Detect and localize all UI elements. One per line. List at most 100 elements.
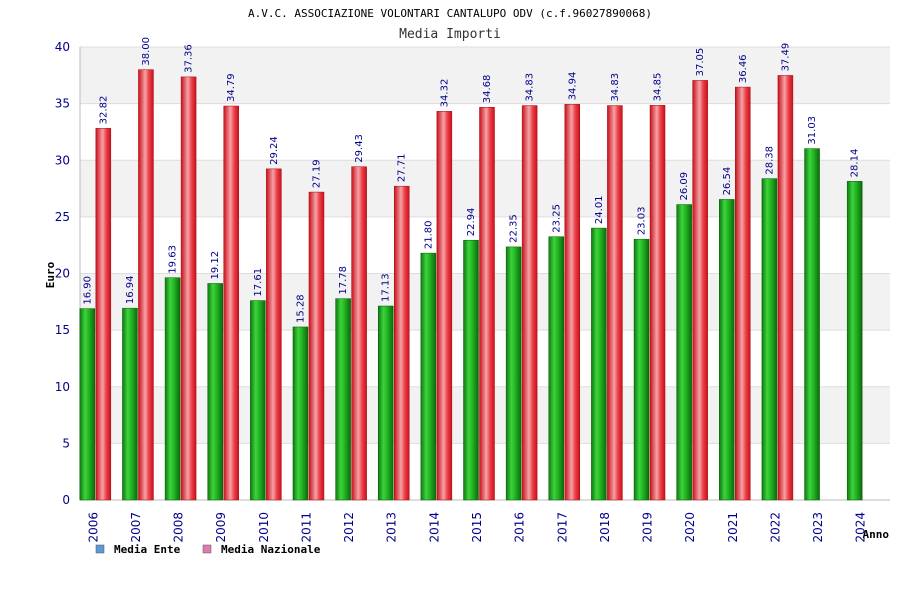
y-axis-label: Euro — [44, 261, 57, 288]
x-tick-label: 2017 — [555, 512, 569, 543]
y-tick-label: 40 — [55, 40, 70, 54]
value-label: 28.14 — [850, 149, 861, 178]
value-label: 27.19 — [311, 159, 322, 188]
bar-media-ente-2014 — [420, 252, 437, 501]
value-label: 34.68 — [482, 75, 493, 104]
bar-media-ente-2007 — [122, 307, 138, 501]
bar-media-nazionale-2010 — [266, 168, 282, 501]
bar-media-nazionale-2009 — [223, 105, 239, 501]
bar-media-nazionale-2008 — [180, 76, 197, 501]
x-tick-label: 2015 — [470, 512, 484, 543]
value-label: 23.03 — [637, 207, 648, 236]
bar-media-nazionale-2011 — [308, 191, 325, 501]
value-label: 22.94 — [466, 208, 477, 237]
x-tick-label: 2014 — [427, 512, 441, 543]
x-tick-label: 2008 — [172, 512, 186, 543]
y-tick-label: 5 — [62, 436, 70, 450]
bar-media-ente-2010 — [250, 300, 266, 501]
value-label: 16.90 — [82, 276, 93, 305]
bar-media-ente-2018 — [591, 227, 607, 501]
x-tick-label: 2013 — [385, 512, 399, 543]
value-label: 38.00 — [141, 37, 152, 66]
bar-media-ente-2016 — [505, 246, 522, 501]
value-label: 22.35 — [509, 214, 520, 243]
legend-swatch-media-ente — [95, 544, 105, 554]
value-label: 28.38 — [764, 146, 775, 175]
bar-media-ente-2013 — [377, 305, 394, 501]
legend-label-media-ente: Media Ente — [114, 543, 181, 556]
x-tick-label: 2022 — [768, 512, 782, 543]
x-tick-label: 2020 — [683, 512, 697, 543]
x-tick-label: 2012 — [342, 512, 356, 543]
value-label: 24.01 — [594, 195, 605, 224]
bar-media-ente-2024 — [846, 181, 863, 501]
x-tick-label: 2021 — [726, 512, 740, 543]
bar-media-nazionale-2007 — [138, 69, 154, 501]
y-tick-label: 20 — [55, 267, 70, 281]
y-tick-label: 25 — [55, 210, 70, 224]
value-label: 34.32 — [439, 79, 450, 108]
chart-title: A.V.C. ASSOCIAZIONE VOLONTARI CANTALUPO … — [248, 7, 652, 20]
bar-media-ente-2008 — [164, 277, 181, 501]
bar-media-ente-2022 — [761, 178, 778, 501]
value-label: 23.25 — [551, 204, 562, 233]
value-label: 21.80 — [423, 220, 434, 249]
value-label: 19.12 — [210, 251, 221, 280]
value-label: 34.83 — [525, 73, 536, 102]
x-tick-label: 2019 — [641, 512, 655, 543]
bar-media-nazionale-2006 — [95, 128, 112, 501]
legend-swatch-media-nazionale — [202, 544, 212, 554]
bar-media-ente-2023 — [804, 148, 820, 501]
bar-media-ente-2006 — [79, 308, 96, 501]
bar-media-nazionale-2021 — [735, 86, 751, 501]
bar-media-ente-2019 — [633, 238, 650, 501]
value-label: 16.94 — [125, 276, 136, 305]
x-tick-label: 2024 — [854, 512, 868, 543]
value-label: 29.24 — [269, 136, 280, 165]
bar-media-nazionale-2018 — [607, 105, 623, 501]
bar-media-ente-2011 — [292, 326, 309, 501]
value-label: 34.94 — [567, 72, 578, 101]
bar-media-ente-2009 — [207, 283, 223, 501]
value-label: 15.28 — [295, 294, 306, 323]
bar-media-nazionale-2015 — [479, 106, 495, 501]
value-label: 34.79 — [226, 73, 237, 102]
x-tick-label: 2011 — [299, 512, 313, 543]
bar-media-ente-2017 — [548, 236, 565, 501]
y-axis-ticks: 0 5 10 15 20 25 30 35 40 — [55, 40, 70, 507]
y-tick-label: 30 — [55, 153, 70, 167]
x-tick-label: 2010 — [257, 512, 271, 543]
y-tick-label: 0 — [62, 493, 70, 507]
value-label: 17.13 — [381, 273, 392, 302]
chart-subtitle: Media Importi — [399, 27, 501, 42]
bars — [79, 69, 863, 501]
bar-media-nazionale-2022 — [777, 75, 794, 501]
value-label: 17.61 — [253, 268, 264, 297]
value-label: 27.71 — [397, 154, 408, 183]
x-tick-label: 2006 — [86, 512, 100, 543]
value-label: 34.85 — [653, 73, 664, 102]
y-tick-label: 15 — [55, 323, 70, 337]
bar-media-nazionale-2013 — [393, 185, 410, 501]
bar-media-ente-2021 — [719, 199, 735, 501]
x-tick-label: 2016 — [513, 512, 527, 543]
value-labels: 16.90 32.82 16.94 38.00 19.63 37.36 19.12 34.79… — [82, 37, 860, 323]
y-tick-label: 35 — [55, 97, 70, 111]
bar-media-ente-2020 — [676, 204, 692, 501]
bar-media-nazionale-2017 — [564, 104, 581, 501]
bar-media-nazionale-2019 — [649, 105, 666, 501]
grid-band — [80, 47, 890, 104]
x-tick-label: 2009 — [214, 512, 228, 543]
x-tick-label: 2023 — [811, 512, 825, 543]
value-label: 26.09 — [679, 172, 690, 201]
legend: Media Ente Media Nazionale — [95, 543, 321, 556]
legend-label-media-nazionale: Media Nazionale — [221, 543, 321, 556]
value-label: 29.43 — [354, 134, 365, 163]
value-label: 32.82 — [98, 96, 109, 125]
value-label: 37.36 — [184, 44, 195, 73]
bar-media-nazionale-2014 — [436, 111, 453, 501]
x-axis-ticks: 2006 2007 2008 2009 2010 2011 2012 2013 2014 2015… — [86, 512, 867, 543]
value-label: 34.83 — [610, 73, 621, 102]
x-tick-label: 2007 — [129, 512, 143, 543]
